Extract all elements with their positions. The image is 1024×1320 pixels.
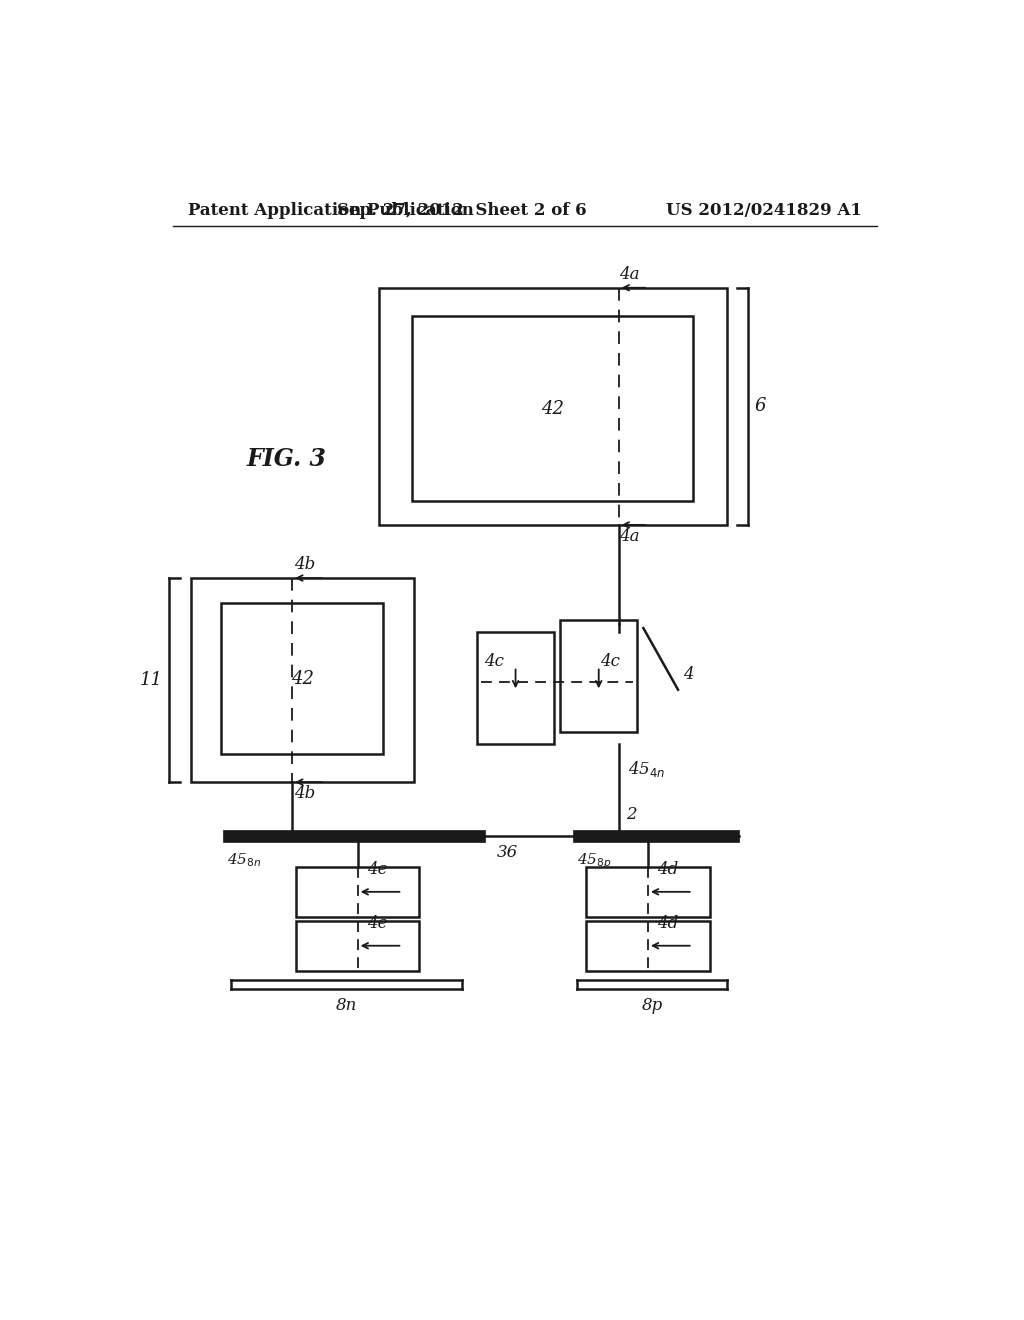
Text: Sep. 27, 2012  Sheet 2 of 6: Sep. 27, 2012 Sheet 2 of 6 (337, 202, 587, 219)
Text: 42: 42 (541, 400, 563, 417)
Text: 4e: 4e (368, 861, 388, 878)
Text: 4b: 4b (294, 557, 315, 573)
Text: 4b: 4b (294, 785, 315, 803)
Text: 4a: 4a (620, 267, 640, 284)
Text: 8p: 8p (642, 997, 663, 1014)
Bar (412, 317, 692, 502)
Bar (379, 288, 727, 525)
Text: Patent Application Publication: Patent Application Publication (188, 202, 474, 219)
Text: 4c: 4c (600, 652, 620, 669)
Bar (221, 603, 383, 754)
Text: 8n: 8n (336, 997, 356, 1014)
Text: 4: 4 (683, 665, 693, 682)
Bar (477, 632, 554, 743)
Bar (223, 830, 484, 842)
Text: 45$_{4n}$: 45$_{4n}$ (628, 759, 666, 779)
Text: 2: 2 (627, 807, 637, 822)
Bar (573, 830, 739, 842)
Bar (560, 620, 637, 733)
Text: 45$_{8p}$: 45$_{8p}$ (578, 851, 611, 871)
Text: 4d: 4d (657, 915, 679, 932)
Text: 11: 11 (140, 671, 163, 689)
Text: 4e: 4e (368, 915, 388, 932)
Text: 6: 6 (755, 397, 766, 416)
Text: 36: 36 (498, 843, 518, 861)
Text: 4c: 4c (484, 652, 504, 669)
Text: 42: 42 (291, 669, 313, 688)
Bar (296, 867, 419, 917)
Text: FIG. 3: FIG. 3 (246, 446, 326, 471)
Text: 45$_{8n}$: 45$_{8n}$ (226, 851, 261, 869)
Bar (587, 921, 710, 970)
Text: 4d: 4d (657, 861, 679, 878)
Bar (190, 578, 414, 781)
Text: US 2012/0241829 A1: US 2012/0241829 A1 (667, 202, 862, 219)
Bar (587, 867, 710, 917)
Bar (296, 921, 419, 970)
Text: 4a: 4a (620, 528, 640, 545)
